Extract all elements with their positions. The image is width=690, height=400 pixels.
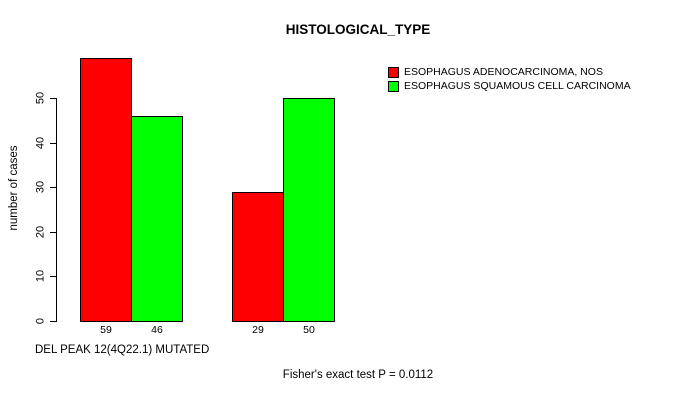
y-tick-label: 0 xyxy=(34,317,47,325)
y-tick-label: 40 xyxy=(34,136,47,149)
y-tick-label: 20 xyxy=(34,225,47,238)
y-tick-label: 50 xyxy=(34,91,47,105)
legend-swatch-icon xyxy=(388,80,399,92)
y-tick xyxy=(50,276,57,278)
x-axis-title: DEL PEAK 12(4Q22.1) MUTATED xyxy=(35,344,210,356)
legend-label: ESOPHAGUS SQUAMOUS CELL CARCINOMA xyxy=(404,80,631,92)
bar xyxy=(232,191,284,322)
bar-value-label: 50 xyxy=(303,324,315,336)
legend: ESOPHAGUS ADENOCARCINOMA, NOS ESOPHAGUS S… xyxy=(388,65,631,93)
legend-item: ESOPHAGUS ADENOCARCINOMA, NOS xyxy=(388,65,631,79)
chart-title: HISTOLOGICAL_TYPE xyxy=(285,22,431,37)
bar-value-label: 46 xyxy=(151,324,163,336)
y-tick xyxy=(50,187,57,189)
y-tick xyxy=(50,321,57,322)
bar xyxy=(283,98,335,322)
footnote-text: Fisher's exact test P = 0.0112 xyxy=(282,369,434,381)
y-tick xyxy=(50,98,57,99)
y-tick-label: 10 xyxy=(34,270,47,283)
legend-label: ESOPHAGUS ADENOCARCINOMA, NOS xyxy=(404,66,603,78)
bar-value-label: 59 xyxy=(100,324,112,336)
y-tick-label: 30 xyxy=(34,181,47,194)
bar xyxy=(80,57,132,322)
y-axis-line xyxy=(56,98,57,322)
y-tick xyxy=(50,142,57,144)
y-tick xyxy=(50,231,57,233)
bar-value-label: 29 xyxy=(252,324,264,336)
bar xyxy=(131,115,183,322)
legend-swatch-icon xyxy=(388,66,399,78)
legend-item: ESOPHAGUS SQUAMOUS CELL CARCINOMA xyxy=(388,79,631,93)
